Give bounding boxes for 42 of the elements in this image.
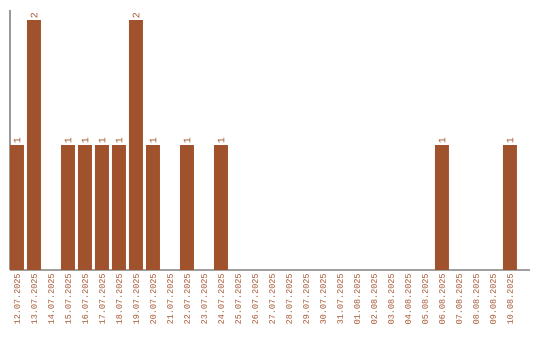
x-tick-label: 10.08.2025 [507,274,513,324]
x-tick-label: 02.08.2025 [371,274,377,324]
data-label: 1 [218,138,224,143]
x-tick-label: 06.08.2025 [439,274,445,324]
x-tick-label: 15.07.2025 [65,274,71,324]
x-tick-label: 13.07.2025 [31,274,37,324]
data-label: 1 [506,138,514,143]
x-tick-label: 21.07.2025 [167,274,173,324]
x-tick-label: 27.07.2025 [269,274,275,324]
x-tick-label: 07.08.2025 [456,274,462,324]
data-label: 1 [150,138,156,143]
x-tick-label: 18.07.2025 [116,274,122,324]
x-tick-label: 30.07.2025 [320,274,326,324]
x-tick-label: 26.07.2025 [252,274,258,324]
data-label: 2 [30,13,38,18]
data-label: 1 [116,138,122,143]
x-tick-label: 16.07.2025 [82,274,88,324]
data-label: 1 [14,138,20,143]
data-label: 1 [64,138,72,143]
data-label: 1 [438,138,446,143]
x-tick-label: 17.07.2025 [99,274,105,324]
x-tick-label: 03.08.2025 [388,274,394,324]
data-label: 1 [82,138,88,143]
x-tick-label: 08.08.2025 [473,274,479,324]
x-tick-label: 25.07.2025 [235,274,241,324]
x-tick-label: 01.08.2025 [354,274,360,324]
x-tick-label: 23.07.2025 [201,274,207,324]
x-tick-label: 28.07.2025 [286,274,292,324]
x-tick-label: 12.07.2025 [14,274,20,324]
x-tick-label: 19.07.2025 [133,274,139,324]
x-tick-label: 09.08.2025 [490,274,496,324]
x-tick-label: 22.07.2025 [184,274,190,324]
data-label: 2 [132,13,140,18]
x-tick-label: 05.08.2025 [422,274,428,324]
x-tick-label: 29.07.2025 [303,274,309,324]
x-tick-label: 14.07.2025 [48,274,54,324]
x-tick-label: 04.08.2025 [405,274,411,324]
x-tick-label: 20.07.2025 [150,274,156,324]
data-label: 1 [98,138,106,143]
data-label: 1 [184,138,190,143]
x-tick-label: 31.07.2025 [337,274,343,324]
x-tick-label: 24.07.2025 [218,274,224,324]
